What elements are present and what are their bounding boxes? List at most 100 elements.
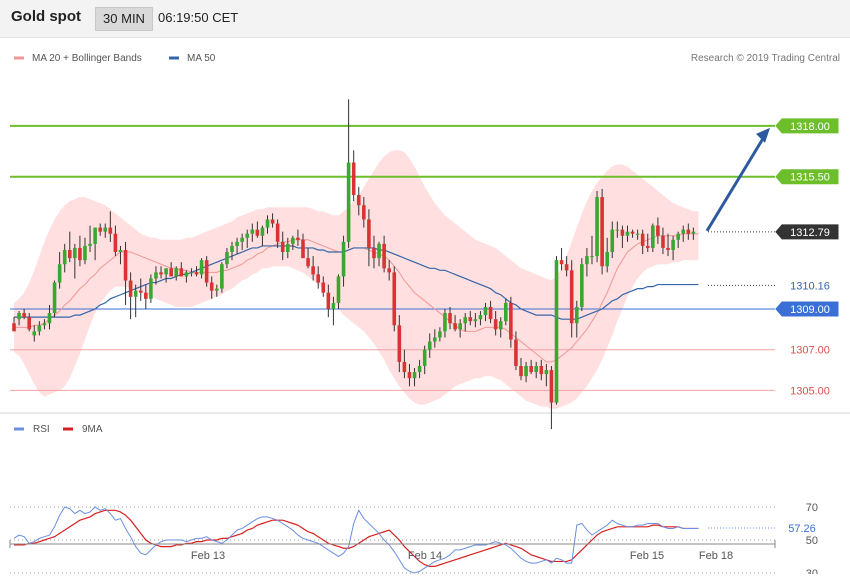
candle-body bbox=[534, 365, 539, 373]
candle-body bbox=[83, 245, 87, 261]
candle-body bbox=[154, 272, 158, 279]
price-tag-bg-1312.79 bbox=[775, 224, 839, 240]
candle-body bbox=[204, 260, 209, 283]
candle-body bbox=[321, 282, 326, 293]
candle-body bbox=[174, 268, 179, 277]
candle-body bbox=[164, 268, 168, 275]
rsi-line bbox=[13, 506, 699, 574]
candle-body bbox=[199, 260, 204, 275]
candle-body bbox=[686, 229, 691, 234]
candle-body bbox=[12, 323, 16, 332]
price-tag-bg-1305.00 bbox=[775, 382, 839, 398]
candle-body bbox=[255, 229, 260, 236]
candle-body bbox=[57, 264, 62, 283]
bollinger-band bbox=[14, 150, 699, 409]
candle-body bbox=[215, 288, 219, 291]
candle-body bbox=[478, 315, 483, 320]
candle-body bbox=[118, 249, 123, 253]
candle-body bbox=[301, 239, 305, 259]
candle-body bbox=[189, 272, 194, 274]
candle-body bbox=[458, 323, 462, 330]
candle-body bbox=[564, 264, 569, 271]
candle-body bbox=[559, 260, 564, 265]
candle-body bbox=[640, 233, 645, 246]
candle-body bbox=[275, 223, 280, 242]
candle-body bbox=[42, 323, 47, 326]
candle-body bbox=[341, 241, 346, 277]
candle-body bbox=[22, 313, 26, 318]
candle-body bbox=[194, 272, 199, 275]
price-tag-bg-1307.00 bbox=[775, 342, 839, 358]
timeframe-button[interactable]: 30 MIN bbox=[95, 7, 153, 31]
candle-body bbox=[448, 313, 452, 324]
candle-body bbox=[220, 264, 224, 289]
price-tag-bg-1315.50 bbox=[775, 169, 839, 185]
candle-body bbox=[316, 274, 320, 283]
candle-body bbox=[651, 225, 655, 248]
rsi-last-value: 57.26 bbox=[788, 523, 816, 535]
candle-body bbox=[656, 225, 660, 236]
ma50-line bbox=[14, 245, 699, 320]
candle-body bbox=[52, 282, 57, 314]
candle-body bbox=[473, 319, 478, 322]
candle-body bbox=[463, 317, 468, 324]
candle-body bbox=[503, 302, 508, 322]
candle-body bbox=[88, 243, 92, 246]
candle-body bbox=[514, 339, 518, 366]
credit-text: Research © 2019 Trading Central bbox=[691, 53, 840, 64]
candle-body bbox=[483, 306, 488, 316]
candle-body bbox=[336, 276, 341, 303]
candle-body bbox=[346, 162, 351, 242]
candle-body bbox=[524, 365, 528, 377]
price-tag-1318.00: 1318.00 bbox=[790, 121, 830, 133]
candle-body bbox=[209, 282, 214, 291]
candle-body bbox=[615, 229, 620, 231]
candle-body bbox=[93, 227, 97, 244]
candle-body bbox=[453, 323, 457, 330]
candle-body bbox=[296, 237, 300, 240]
candle-body bbox=[240, 237, 244, 242]
rsi-tick-30: 30 bbox=[806, 568, 818, 574]
candle-body bbox=[645, 245, 650, 248]
price-tag-1309.00: 1309.00 bbox=[790, 304, 830, 316]
candle-body bbox=[128, 280, 133, 297]
candle-body bbox=[280, 241, 285, 253]
candle-body bbox=[412, 372, 417, 379]
candle-body bbox=[291, 237, 295, 244]
candle-body bbox=[590, 256, 594, 258]
candle-body bbox=[574, 306, 579, 324]
candle-body bbox=[108, 227, 113, 234]
candle-body bbox=[285, 243, 290, 253]
rsi-ma9-line bbox=[14, 509, 699, 568]
forecast-arrow-head bbox=[756, 127, 770, 143]
candle-body bbox=[549, 370, 554, 403]
candle-body bbox=[37, 325, 42, 332]
clock-time: 06:19:50 CET bbox=[158, 10, 239, 25]
candle-body bbox=[184, 272, 189, 277]
price-tag-1315.50: 1315.50 bbox=[790, 172, 830, 184]
candle-body bbox=[260, 227, 265, 236]
candle-body bbox=[326, 292, 331, 309]
candle-body bbox=[230, 245, 234, 253]
candle-body bbox=[377, 243, 381, 259]
candle-body bbox=[509, 302, 513, 340]
ma9-legend-label: 9MA bbox=[82, 424, 103, 435]
candle-body bbox=[149, 278, 153, 299]
price-tag-1305.00: 1305.00 bbox=[790, 385, 830, 397]
price-tag-bg-1309.00 bbox=[775, 301, 839, 317]
candle-body bbox=[417, 365, 422, 373]
candle-body bbox=[382, 243, 386, 269]
candle-body bbox=[372, 247, 376, 259]
candle-body bbox=[235, 241, 239, 246]
candle-body bbox=[554, 260, 559, 403]
x-label-Feb-13: Feb 13 bbox=[191, 550, 225, 562]
candle-body bbox=[73, 247, 77, 259]
candle-body bbox=[620, 229, 625, 236]
price-tag-bg-1318.00 bbox=[775, 118, 839, 134]
candle-body bbox=[468, 317, 473, 322]
candle-body bbox=[311, 266, 315, 275]
candle-body bbox=[169, 268, 173, 277]
candle-body bbox=[250, 229, 255, 234]
candle-body bbox=[438, 331, 442, 338]
candle-body bbox=[402, 361, 407, 373]
